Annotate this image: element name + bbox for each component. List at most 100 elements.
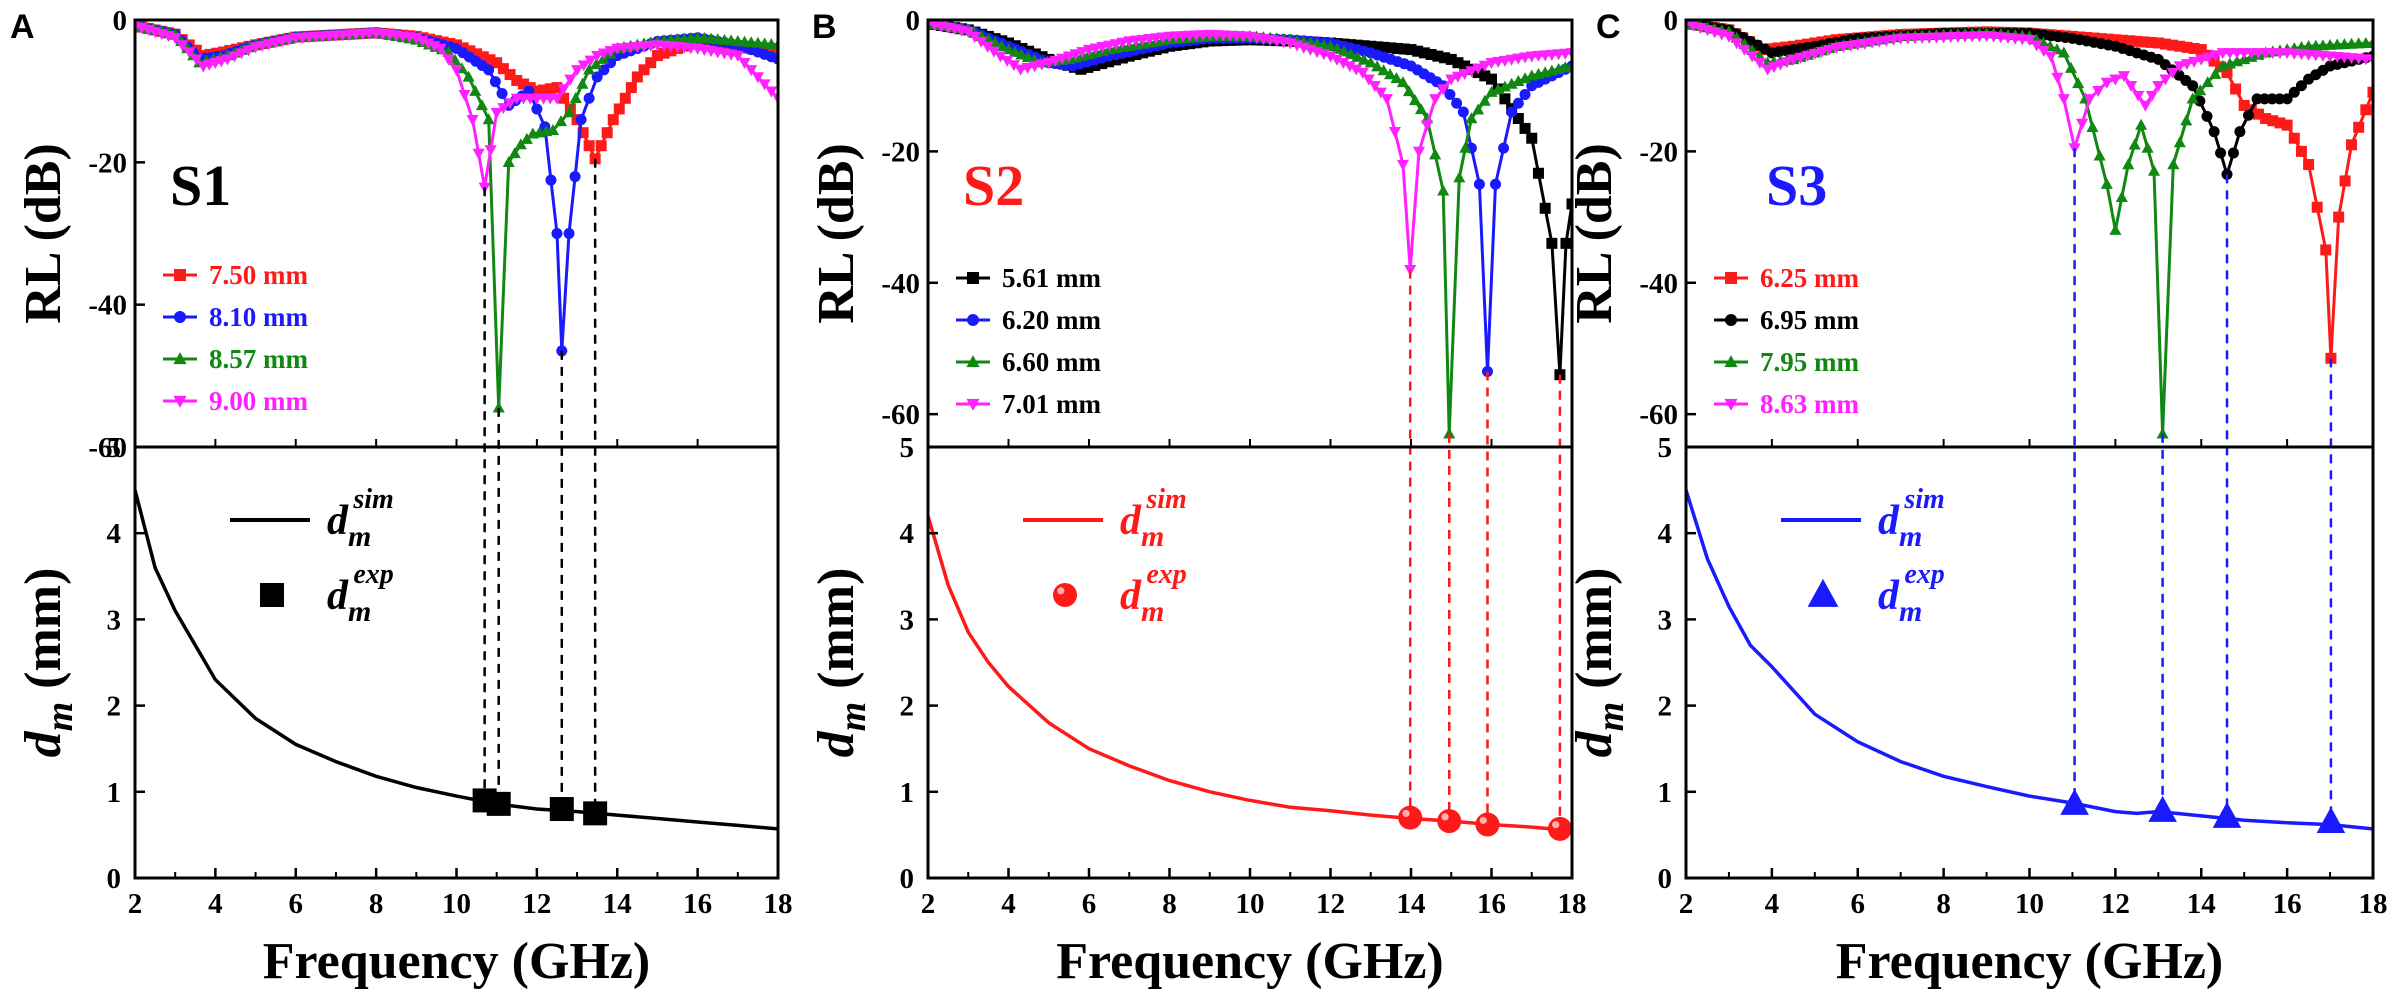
rl-point (1388, 127, 1401, 139)
legend-label: 8.10 mm (209, 302, 308, 332)
rl-point (1546, 237, 1558, 249)
dm-legend-sup: sim (1145, 484, 1186, 515)
rl-y-tick-label: 0 (113, 5, 128, 37)
dm-y-tick-label: 0 (1658, 863, 1673, 895)
rl-point (1472, 103, 1485, 115)
rl-y-tick-label: -40 (88, 290, 127, 322)
rl-point (564, 74, 577, 86)
dm-legend-m: m (1141, 595, 1164, 628)
rl-point (2109, 34, 2121, 46)
x-tick-label: 18 (1558, 888, 1587, 920)
dm-frame (1684, 445, 2375, 880)
dm-y-tick-label: 1 (107, 777, 122, 809)
rl-point (228, 51, 241, 63)
x-tick-label: 12 (522, 888, 551, 920)
rl-point (2366, 54, 2373, 66)
dm-axis-d: d (808, 730, 865, 757)
rl-point (2227, 147, 2239, 159)
rl-point (491, 57, 503, 69)
rl-point (765, 86, 778, 98)
rl-point (496, 88, 508, 100)
dm-axis-unit: (mm) (1566, 568, 1623, 702)
rl-point (2230, 83, 2242, 95)
dm-axis-unit: (mm) (808, 568, 865, 702)
rl-point (2102, 33, 2114, 45)
rl-point (471, 48, 483, 60)
panel-letter: A (10, 8, 35, 46)
dm-legend-sup: sim (352, 484, 393, 515)
rl-point (1350, 64, 1363, 76)
rl-point (590, 58, 603, 70)
legend-label: 6.20 mm (1002, 305, 1101, 335)
rl-point (1380, 94, 1393, 106)
dm-exp-point-highlight (1552, 821, 1560, 829)
dm-y-tick-label: 0 (107, 863, 122, 895)
legend-marker (967, 314, 979, 326)
rl-point (1465, 66, 1478, 78)
rl-axis-title: RL (dB) (15, 143, 72, 324)
rl-point (550, 93, 564, 105)
rl-point (462, 70, 475, 82)
rl-point (1787, 54, 1800, 66)
rl-point (583, 63, 596, 75)
rl-point (1565, 59, 1572, 71)
rl-curves (1686, 20, 2373, 439)
x-tick-label: 8 (1936, 888, 1951, 920)
rl-point (2159, 74, 2172, 86)
rl-point (1526, 132, 1538, 144)
rl-point (1887, 34, 1900, 46)
rl-point (1774, 59, 1787, 71)
rl-point (1344, 48, 1357, 60)
rl-point (631, 71, 643, 83)
rl-point (1794, 52, 1807, 64)
rl-point (1413, 146, 1426, 158)
rl-y-tick-label: 0 (1664, 5, 1679, 37)
x-tick-label: 16 (1477, 888, 1506, 920)
rl-point (1746, 51, 1759, 63)
rl-point (1405, 44, 1417, 56)
dm-legend-sup: sim (1903, 484, 1944, 515)
rl-point (1445, 53, 1457, 65)
rl-point (2259, 93, 2271, 105)
rl-point (1396, 159, 1409, 171)
rl-point (597, 48, 610, 60)
rl-point (1337, 45, 1350, 57)
rl-point (2173, 136, 2186, 148)
rl-point (1371, 41, 1383, 53)
rl-point (1384, 68, 1397, 80)
rl-point (1364, 56, 1377, 68)
rl-point (994, 51, 1007, 63)
rl-point (2201, 110, 2213, 122)
legend-label: 8.57 mm (209, 344, 308, 374)
rl-point (1042, 58, 1055, 70)
rl-point (544, 83, 556, 95)
rl-point (1076, 47, 1089, 59)
x-axis-title: Frequency (GHz) (1836, 933, 2224, 990)
rl-point (771, 93, 778, 105)
rl-point (1478, 60, 1491, 72)
rl-point (989, 36, 1002, 48)
rl-point (497, 103, 510, 115)
rl-point (2266, 93, 2278, 105)
rl-point (1465, 112, 1478, 124)
rl-point (1056, 53, 1069, 65)
rl-point (1368, 81, 1381, 93)
dm-legend-sim: dm sim (1120, 484, 1187, 553)
dm-axis-unit: (mm) (15, 568, 72, 702)
rl-point (1425, 48, 1437, 60)
rl-point (2152, 37, 2164, 49)
rl-point (1457, 106, 1469, 118)
rl-point (1519, 122, 1531, 134)
legend-marker (173, 352, 187, 365)
rl-point (1532, 167, 1544, 179)
dm-sim-line (135, 489, 778, 831)
rl-point (2086, 120, 2099, 132)
rl-point (2288, 132, 2300, 144)
rl-point (2139, 100, 2152, 112)
dm-legend-d: d (1878, 498, 1900, 544)
dm-legend-exp: dm exp (1878, 559, 1945, 628)
rl-point (2124, 35, 2136, 47)
rl-point (1412, 45, 1424, 57)
rl-y-tick-label: -40 (881, 268, 920, 300)
rl-point (598, 64, 610, 76)
